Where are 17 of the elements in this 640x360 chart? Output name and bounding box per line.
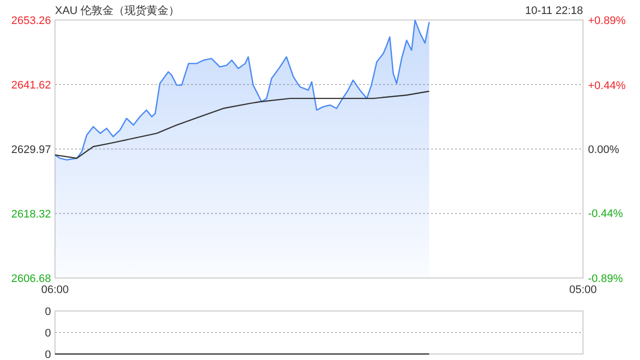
y2-tick-label: -0.89% <box>588 273 624 285</box>
y-tick-label: 2653.26 <box>11 15 51 27</box>
y-tick-label: 0 <box>44 328 51 340</box>
y2-tick-label: -0.44% <box>588 208 624 220</box>
y-tick-label: 0 <box>44 349 51 360</box>
x-tick-label: 05:00 <box>569 284 597 296</box>
y2-tick-label: +0.44% <box>588 80 626 92</box>
chart-title: XAU 伦敦金（现货黄金） <box>55 4 180 17</box>
y-tick-label: 2618.32 <box>11 208 51 221</box>
text: 10-11 22:18 <box>525 5 583 17</box>
y-tick-label: 2606.68 <box>11 273 51 285</box>
y2-tick-label: 0.00% <box>588 144 620 156</box>
y2-tick-label: +0.89% <box>588 15 626 27</box>
y-tick-label: 2629.97 <box>11 144 51 156</box>
y-tick-label: 0 <box>44 306 51 318</box>
y-tick-label: 2641.62 <box>11 79 51 92</box>
x-tick-label: 06:00 <box>41 284 69 296</box>
